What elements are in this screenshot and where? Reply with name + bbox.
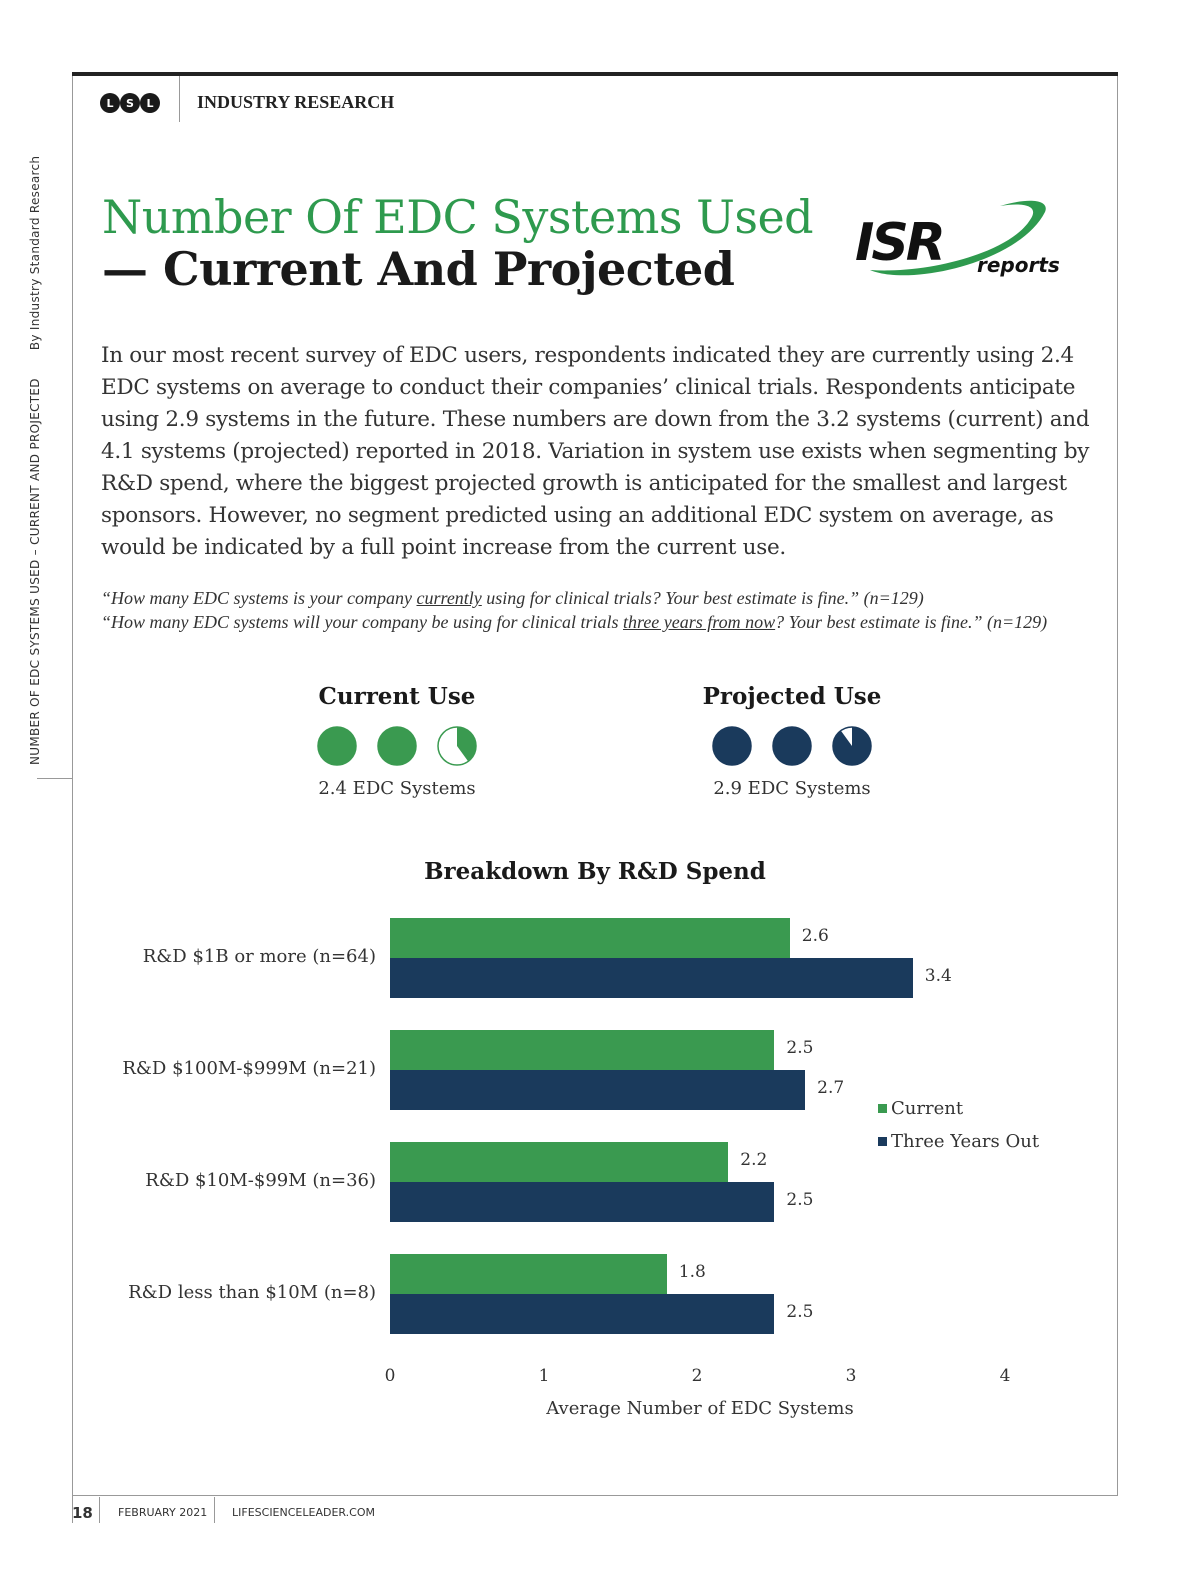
x-tick: 2 (691, 1366, 703, 1386)
legend-swatch (878, 1137, 887, 1146)
x-tick: 1 (538, 1366, 550, 1386)
bar-value-label: 2.2 (740, 1150, 768, 1170)
svg-text:ISR: ISR (855, 213, 943, 273)
side-rule (37, 778, 72, 779)
top-rule (72, 72, 1118, 76)
category-label: R&D $10M-$99M (n=36) (145, 1170, 376, 1191)
pie-icon (377, 726, 417, 766)
current-use-caption: 2.4 EDC Systems (318, 778, 476, 799)
chart-title: Breakdown By R&D Spend (424, 858, 766, 885)
q2-emphasis: three years from now (622, 612, 776, 632)
x-axis-label: Average Number of EDC Systems (546, 1398, 854, 1419)
pie-icons (317, 726, 872, 766)
legend-current: Current (878, 1098, 963, 1119)
x-tick: 0 (384, 1366, 396, 1386)
footer-divider (72, 1495, 73, 1523)
x-tick: 3 (845, 1366, 857, 1386)
x-tick: 4 (999, 1366, 1011, 1386)
footer-site: LIFESCIENCELEADER.COM (232, 1506, 375, 1519)
q1-text-end: using for clinical trials? Your best est… (481, 588, 924, 608)
pie-slice (457, 727, 476, 762)
q1-emphasis: currently (416, 588, 482, 608)
side-topic: NUMBER OF EDC SYSTEMS USED – CURRENT AND… (28, 378, 42, 765)
pie-icon (712, 726, 752, 766)
q1-text: “How many EDC systems is your company (101, 588, 417, 608)
bar-value-label: 2.7 (817, 1078, 845, 1098)
pie-icon (317, 726, 357, 766)
bar-three-years-out (390, 1182, 775, 1222)
bar-current (390, 1030, 775, 1070)
lsl-logo-s: S (120, 93, 140, 113)
bar-current (390, 918, 790, 958)
survey-question-1: “How many EDC systems is your company cu… (101, 586, 1091, 610)
intro-paragraph: In our most recent survey of EDC users, … (101, 343, 1090, 560)
projected-use-title: Projected Use (702, 683, 882, 710)
page-frame (72, 76, 1118, 1496)
bar-current (390, 1142, 729, 1182)
lsl-logo-l1: L (100, 93, 120, 113)
legend-label: Current (891, 1098, 964, 1119)
section-label: INDUSTRY RESEARCH (197, 92, 395, 112)
pie-slice (833, 727, 872, 765)
q2-text: “How many EDC systems will your company … (101, 612, 623, 632)
bar-value-label: 2.5 (786, 1190, 814, 1210)
svg-text:reports: reports (977, 253, 1060, 277)
side-running-head: NUMBER OF EDC SYSTEMS USED – CURRENT AND… (28, 156, 42, 765)
projected-use-caption: 2.9 EDC Systems (713, 778, 871, 799)
bar-value-label: 2.5 (786, 1038, 814, 1058)
lsl-logo-l2: L (140, 93, 160, 113)
bar-value-label: 2.6 (801, 926, 829, 946)
legend-three-years: Three Years Out (878, 1131, 1039, 1152)
bar-three-years-out (390, 1294, 775, 1334)
bar-value-label: 3.4 (924, 966, 952, 986)
bar-three-years-out (390, 958, 913, 998)
page-title-line2: — Current And Projected (102, 242, 735, 296)
header-divider (179, 76, 180, 122)
footer-divider (99, 1497, 100, 1523)
page-number: 18 (72, 1504, 93, 1522)
footer-divider (214, 1497, 215, 1523)
pie-icon (772, 726, 812, 766)
page-title-line1: Number Of EDC Systems Used (102, 190, 814, 244)
category-label: R&D less than $10M (n=8) (128, 1282, 376, 1303)
bar-three-years-out (390, 1070, 806, 1110)
legend-label: Three Years Out (891, 1131, 1040, 1152)
bar-value-label: 2.5 (786, 1302, 814, 1322)
side-byline: By Industry Standard Research (28, 155, 42, 351)
current-use-title: Current Use (318, 683, 476, 710)
survey-question-2: “How many EDC systems will your company … (101, 610, 1091, 634)
category-label: R&D $100M-$999M (n=21) (122, 1058, 376, 1079)
category-label: R&D $1B or more (n=64) (142, 946, 376, 967)
bar-current (390, 1254, 667, 1294)
isr-reports-logo: ISR reports (850, 192, 1090, 287)
legend-swatch (878, 1104, 887, 1113)
bar-value-label: 1.8 (678, 1262, 706, 1282)
q2-text-end: ? Your best estimate is fine.” (n=129) (775, 612, 1048, 632)
footer-date: FEBRUARY 2021 (118, 1506, 208, 1519)
